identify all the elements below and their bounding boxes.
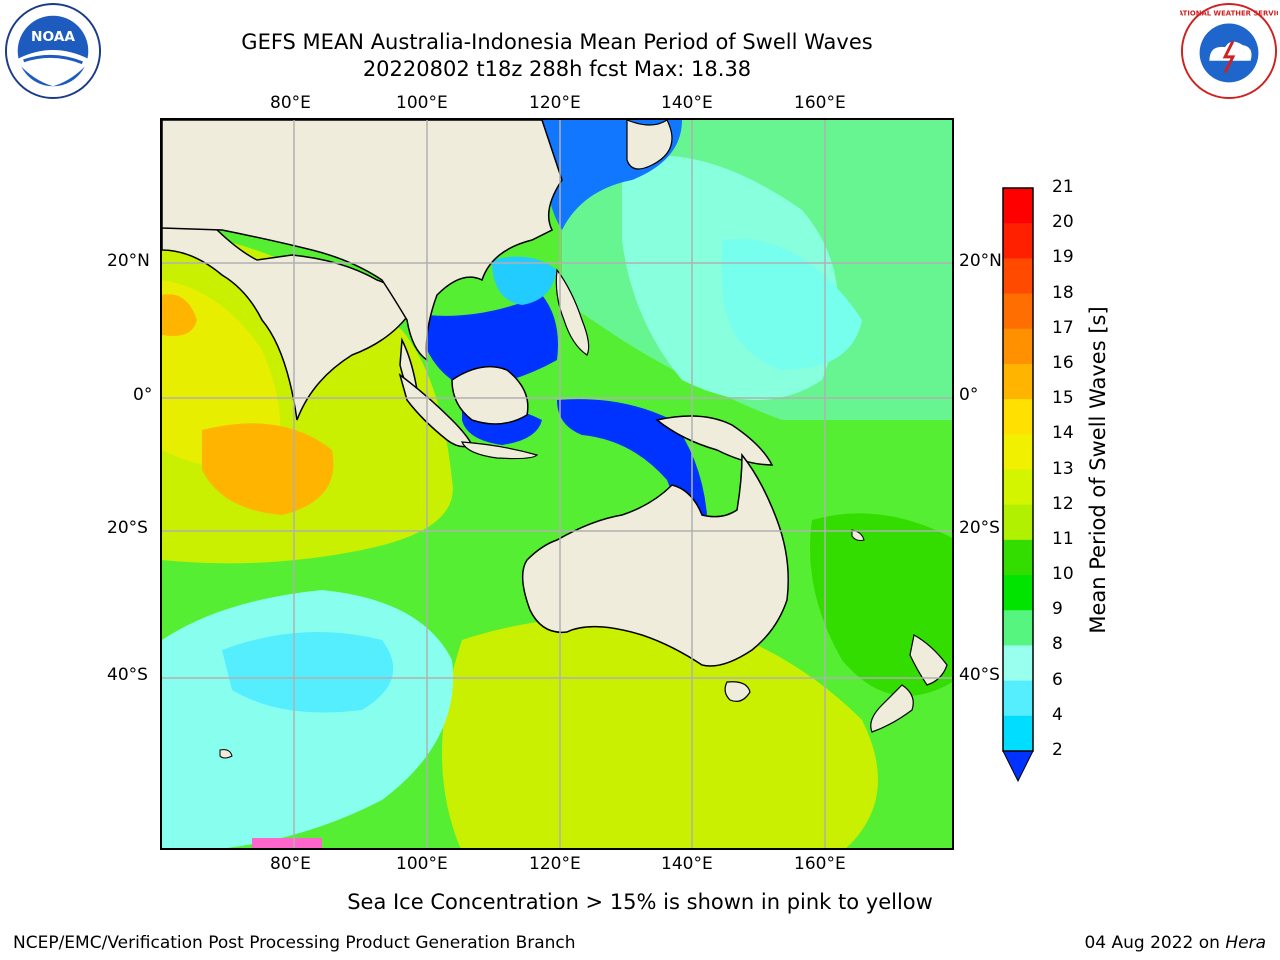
bottom-lon-tick: 120°E: [529, 854, 581, 874]
map-canvas: [162, 120, 952, 848]
map-title: GEFS MEAN Australia-Indonesia Mean Perio…: [241, 30, 873, 54]
right-lat-tick: 20°N: [959, 251, 1002, 271]
colorbar-tick-label: 9: [1052, 599, 1063, 620]
ocean-field-orange-arabian: [162, 294, 197, 336]
colorbar-swatch: [1003, 680, 1033, 717]
top-lon-tick: 120°E: [529, 93, 581, 113]
colorbar: [1002, 187, 1034, 783]
ocean-field-cyan-pacific-2: [722, 239, 862, 370]
colorbar-title: Mean Period of Swell Waves [s]: [1086, 306, 1110, 634]
colorbar-swatch: [1003, 715, 1033, 752]
credit-line: NCEP/EMC/Verification Post Processing Pr…: [13, 933, 576, 953]
left-lat-tick: 40°S: [107, 665, 148, 685]
left-lat-tick: 20°N: [107, 251, 150, 271]
colorbar-tick-label: 10: [1052, 564, 1074, 585]
colorbar-swatch: [1003, 469, 1033, 506]
ocean-field-orange-south-indian: [202, 423, 334, 515]
map-subtitle: 20220802 t18z 288h fcst Max: 18.38: [362, 57, 752, 81]
colorbar-swatch: [1003, 575, 1033, 611]
machine-name: Hera: [1225, 933, 1266, 953]
colorbar-swatch: [1003, 328, 1033, 365]
colorbar-tick-label: 2: [1052, 740, 1063, 760]
colorbar-swatches: [1003, 188, 1033, 752]
ocean-field-cyan-taiwan: [492, 256, 557, 305]
colorbar-tick-label: 6: [1052, 669, 1063, 690]
right-lat-tick: 20°S: [959, 518, 1000, 538]
svg-text:NATIONAL WEATHER SERVICE: NATIONAL WEATHER SERVICE: [1180, 10, 1278, 18]
bottom-lon-tick: 100°E: [396, 854, 448, 874]
ocean-field-yellow-southern: [442, 617, 878, 848]
colorbar-tick-label: 16: [1052, 352, 1074, 373]
nws-logo: NATIONAL WEATHER SERVICE: [1180, 2, 1278, 100]
top-lon-tick: 80°E: [270, 93, 311, 113]
top-lon-tick: 100°E: [396, 93, 448, 113]
land-india: [162, 224, 413, 421]
colorbar-tick-label: 11: [1052, 528, 1074, 549]
colorbar-swatch: [1003, 434, 1033, 470]
land-japan: [626, 120, 673, 170]
date-text: 04 Aug 2022 on: [1084, 933, 1226, 953]
colorbar-swatch: [1003, 645, 1033, 682]
sea-ice-patch: [252, 838, 322, 848]
colorbar-swatch: [1003, 504, 1033, 541]
colorbar-tick-label: 21: [1052, 177, 1074, 197]
right-lat-tick: 0°: [959, 385, 979, 405]
colorbar-swatch: [1003, 363, 1033, 400]
top-lon-tick: 160°E: [794, 93, 846, 113]
noaa-logo: NOAA: [4, 2, 102, 100]
colorbar-tick-label: 14: [1052, 423, 1074, 444]
colorbar-tick-label: 20: [1052, 212, 1074, 233]
graticule: [162, 120, 952, 848]
land-java: [461, 441, 539, 460]
colorbar-tick-label: 18: [1052, 282, 1074, 303]
right-lat-tick: 40°S: [959, 665, 1000, 685]
left-lat-tick: 0°: [133, 385, 153, 405]
svg-text:NOAA: NOAA: [31, 29, 75, 45]
ocean-field-cyan-deep-southwest: [222, 632, 394, 713]
swell-period-map[interactable]: [160, 118, 954, 850]
colorbar-tick-label: 13: [1052, 458, 1074, 479]
land-australia: [521, 452, 789, 667]
land-new-guinea: [655, 415, 774, 466]
colorbar-swatch: [1003, 258, 1033, 295]
land-tasmania: [724, 681, 751, 702]
top-lon-tick: 140°E: [661, 93, 713, 113]
colorbar-swatch: [1003, 539, 1033, 576]
colorbar-tick-label: 15: [1052, 388, 1074, 409]
sea-ice-note: Sea Ice Concentration > 15% is shown in …: [347, 890, 933, 914]
colorbar-tick-label: 17: [1052, 317, 1074, 338]
colorbar-extend-triangle: [1002, 750, 1034, 783]
land-new-caledonia: [851, 529, 865, 541]
colorbar-swatch: [1003, 223, 1033, 259]
colorbar-tick-label: 4: [1052, 704, 1063, 725]
bottom-lon-tick: 140°E: [661, 854, 713, 874]
land-new-zealand-south: [870, 684, 914, 733]
bottom-lon-tick: 80°E: [270, 854, 311, 874]
left-lat-tick: 20°S: [107, 518, 148, 538]
colorbar-tick-label: 19: [1052, 247, 1074, 268]
ocean-field-blue-south-china-sea: [427, 295, 558, 390]
land-borneo: [451, 365, 529, 425]
land-kerguelen: [219, 749, 233, 759]
colorbar-swatch: [1003, 399, 1033, 435]
colorbar-swatch: [1003, 188, 1033, 224]
bottom-lon-tick: 160°E: [794, 854, 846, 874]
colorbar-swatch: [1003, 610, 1033, 646]
colorbar-tick-label: 8: [1052, 634, 1063, 655]
colorbar-tick-label: 12: [1052, 493, 1074, 514]
colorbar-frame: [1002, 187, 1034, 752]
colorbar-swatch: [1003, 293, 1033, 330]
date-line: 04 Aug 2022 on Hera: [1084, 933, 1266, 953]
